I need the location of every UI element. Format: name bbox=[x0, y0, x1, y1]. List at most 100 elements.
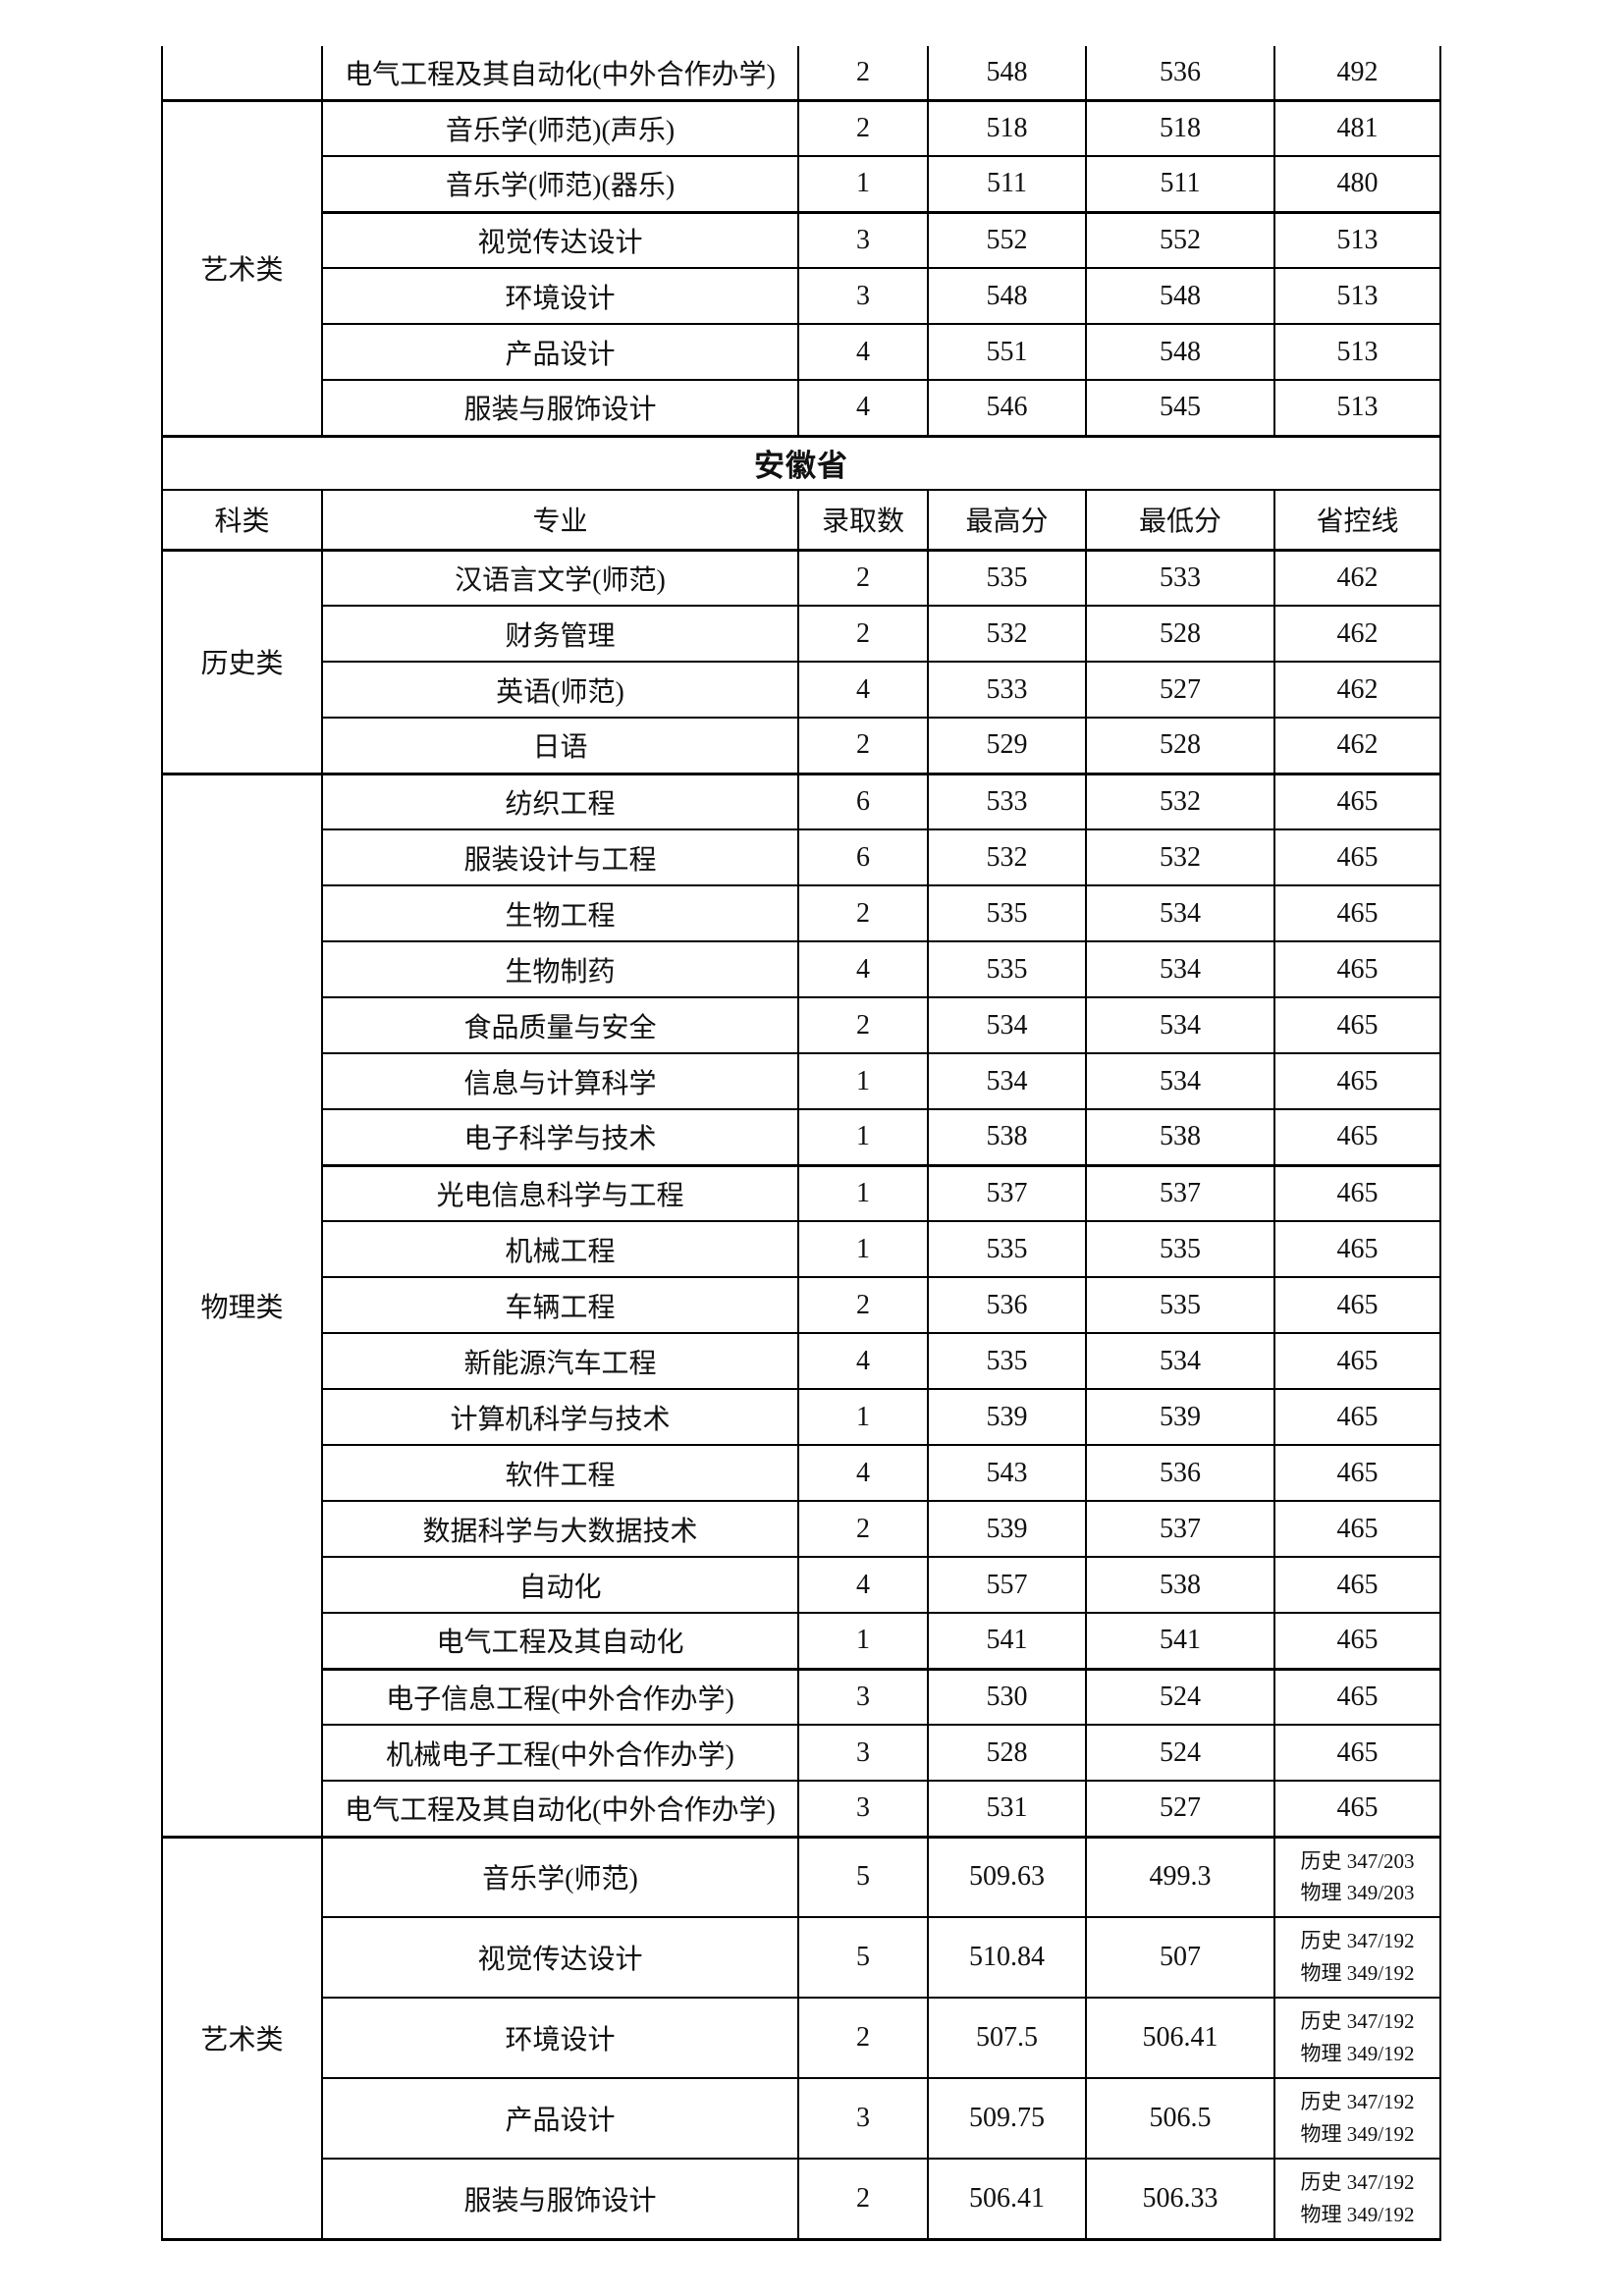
table-row: 机械工程 1 535 535 465 bbox=[162, 1220, 1441, 1278]
table-row: 计算机科学与技术 1 539 539 465 bbox=[162, 1388, 1441, 1446]
category-cell: 艺术类 bbox=[161, 99, 323, 438]
major-cell: 电子科学与技术 bbox=[321, 1108, 799, 1167]
count-cell: 1 bbox=[797, 1052, 929, 1110]
max-score-cell: 548 bbox=[927, 46, 1087, 102]
table-row: 艺术类 音乐学(师范)(声乐) 2 518 518 481 bbox=[161, 99, 1441, 438]
min-score-cell: 524 bbox=[1085, 1724, 1275, 1782]
max-score-cell: 532 bbox=[927, 828, 1087, 886]
control-line-cell: 465 bbox=[1273, 1556, 1441, 1614]
count-cell: 2 bbox=[797, 2158, 929, 2241]
min-score-cell: 537 bbox=[1085, 1500, 1275, 1558]
max-score-cell: 535 bbox=[927, 1220, 1087, 1278]
control-line-cell: 465 bbox=[1273, 1612, 1441, 1671]
count-cell: 3 bbox=[797, 1668, 929, 1726]
category-cell bbox=[161, 46, 323, 102]
control-line-cell: 465 bbox=[1273, 1444, 1441, 1502]
max-score-cell: 531 bbox=[927, 1780, 1087, 1839]
category-cell: 艺术类 bbox=[161, 1836, 323, 2241]
table-row: 物理类 纺织工程 6 533 532 465 bbox=[161, 773, 1441, 1839]
max-score-cell: 509.63 bbox=[927, 1836, 1087, 1918]
table-row: 产品设计 4 551 548 513 bbox=[162, 323, 1441, 381]
table-row: 服装设计与工程 6 532 532 465 bbox=[162, 828, 1441, 886]
table-row: 数据科学与大数据技术 2 539 537 465 bbox=[162, 1500, 1441, 1558]
table-row: 信息与计算科学 1 534 534 465 bbox=[162, 1052, 1441, 1110]
major-cell: 音乐学(师范)(器乐) bbox=[321, 155, 799, 214]
major-cell: 车辆工程 bbox=[321, 1276, 799, 1334]
major-cell: 财务管理 bbox=[321, 605, 799, 663]
column-header-cell: 录取数 bbox=[797, 489, 929, 552]
min-score-cell: 538 bbox=[1085, 1108, 1275, 1167]
count-cell: 3 bbox=[797, 1780, 929, 1839]
max-score-cell: 535 bbox=[927, 884, 1087, 942]
count-cell: 3 bbox=[797, 267, 929, 325]
max-score-cell: 507.5 bbox=[927, 1997, 1087, 2079]
min-score-cell: 532 bbox=[1085, 828, 1275, 886]
table-row: 电气工程及其自动化(中外合作办学) 2 548 536 492 bbox=[161, 46, 1441, 102]
min-score-cell: 506.33 bbox=[1085, 2158, 1275, 2241]
column-header-cell: 省控线 bbox=[1273, 489, 1441, 552]
control-line-text: 历史 347/192 物理 349/192 bbox=[1300, 2009, 1415, 2065]
control-line-cell: 513 bbox=[1273, 379, 1441, 438]
control-line-cell: 492 bbox=[1273, 46, 1441, 102]
table-row: 软件工程 4 543 536 465 bbox=[162, 1444, 1441, 1502]
min-score-cell: 528 bbox=[1085, 605, 1275, 663]
min-score-cell: 534 bbox=[1085, 1332, 1275, 1390]
max-score-cell: 538 bbox=[927, 1108, 1087, 1167]
max-score-cell: 557 bbox=[927, 1556, 1087, 1614]
major-cell: 数据科学与大数据技术 bbox=[321, 1500, 799, 1558]
count-cell: 2 bbox=[797, 1276, 929, 1334]
max-score-cell: 536 bbox=[927, 1276, 1087, 1334]
control-line-cell: 513 bbox=[1273, 323, 1441, 381]
max-score-cell: 510.84 bbox=[927, 1916, 1087, 1999]
count-cell: 1 bbox=[797, 1220, 929, 1278]
control-line-cell: 480 bbox=[1273, 155, 1441, 214]
count-cell: 6 bbox=[797, 828, 929, 886]
column-header-cell: 专业 bbox=[321, 489, 799, 552]
count-cell: 2 bbox=[797, 996, 929, 1054]
max-score-cell: 552 bbox=[927, 211, 1087, 269]
count-cell: 3 bbox=[797, 1724, 929, 1782]
count-cell: 5 bbox=[797, 1836, 929, 1918]
control-line-cell: 历史 347/192 物理 349/192 bbox=[1273, 2077, 1441, 2160]
table-row: 艺术类 音乐学(师范) 5 509.63 499.3 历史 347/203 物理 349/2… bbox=[161, 1836, 1441, 2241]
table-row: 自动化 4 557 538 465 bbox=[162, 1556, 1441, 1614]
min-score-cell: 527 bbox=[1085, 1780, 1275, 1839]
major-cell: 服装与服饰设计 bbox=[321, 379, 799, 438]
table-row: 视觉传达设计 5 510.84 507 历史 347/192 物理 349/192 bbox=[162, 1916, 1441, 1999]
major-cell: 视觉传达设计 bbox=[321, 1916, 799, 1999]
major-cell: 机械电子工程(中外合作办学) bbox=[321, 1724, 799, 1782]
category-cell: 物理类 bbox=[161, 773, 323, 1839]
count-cell: 4 bbox=[797, 940, 929, 998]
max-score-cell: 539 bbox=[927, 1500, 1087, 1558]
count-cell: 4 bbox=[797, 1556, 929, 1614]
table-row: 财务管理 2 532 528 462 bbox=[162, 605, 1441, 663]
min-score-cell: 511 bbox=[1085, 155, 1275, 214]
max-score-cell: 548 bbox=[927, 267, 1087, 325]
max-score-cell: 509.75 bbox=[927, 2077, 1087, 2160]
table-row: 电子信息工程(中外合作办学) 3 530 524 465 bbox=[162, 1668, 1441, 1726]
count-cell: 2 bbox=[797, 1500, 929, 1558]
control-line-cell: 465 bbox=[1273, 1220, 1441, 1278]
control-line-text: 历史 347/192 物理 349/192 bbox=[1300, 2090, 1415, 2146]
major-cell: 生物制药 bbox=[321, 940, 799, 998]
table-row: 服装与服饰设计 2 506.41 506.33 历史 347/192 物理 349/192 bbox=[162, 2158, 1441, 2241]
control-line-cell: 465 bbox=[1273, 828, 1441, 886]
major-cell: 信息与计算科学 bbox=[321, 1052, 799, 1110]
min-score-cell: 507 bbox=[1085, 1916, 1275, 1999]
control-line-cell: 513 bbox=[1273, 211, 1441, 269]
count-cell: 2 bbox=[797, 884, 929, 942]
max-score-cell: 530 bbox=[927, 1668, 1087, 1726]
category-cell: 历史类 bbox=[161, 549, 323, 775]
admission-score-table: 电气工程及其自动化(中外合作办学) 2 548 536 492 艺术类 音乐学(师范)(声乐… bbox=[161, 46, 1441, 2241]
count-cell: 3 bbox=[797, 211, 929, 269]
min-score-cell: 528 bbox=[1085, 717, 1275, 775]
major-cell: 电子信息工程(中外合作办学) bbox=[321, 1668, 799, 1726]
min-score-cell: 499.3 bbox=[1085, 1836, 1275, 1918]
count-cell: 4 bbox=[797, 323, 929, 381]
control-line-cell: 465 bbox=[1273, 1388, 1441, 1446]
column-header-row: 科类 专业 录取数 最高分 最低分 省控线 bbox=[161, 489, 1441, 552]
table-row: 历史类 汉语言文学(师范) 2 535 533 462 bbox=[161, 549, 1441, 775]
max-score-cell: 528 bbox=[927, 1724, 1087, 1782]
table-row: 日语 2 529 528 462 bbox=[162, 717, 1441, 775]
max-score-cell: 546 bbox=[927, 379, 1087, 438]
